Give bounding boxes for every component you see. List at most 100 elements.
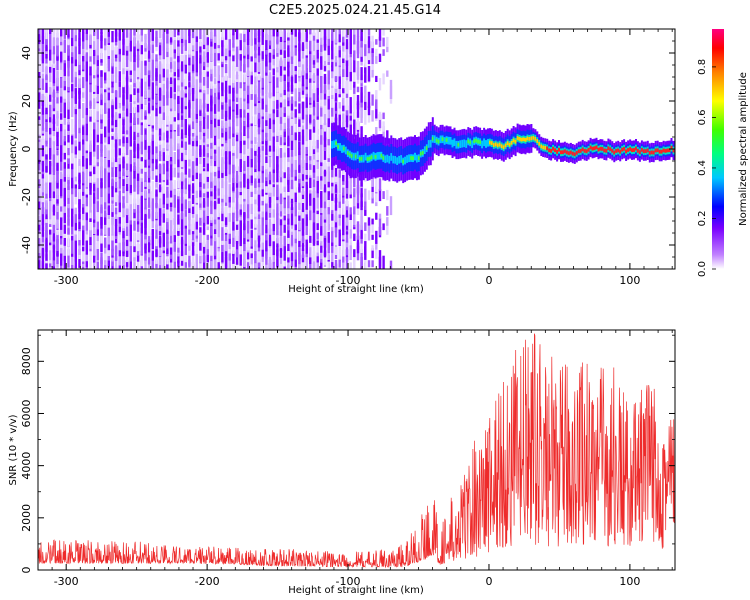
- heatmap-cell: [312, 32, 316, 52]
- heatmap-cell: [147, 192, 151, 198]
- heatmap-cell: [528, 137, 531, 141]
- heatmap-cell: [49, 67, 52, 80]
- heatmap-cell: [78, 146, 81, 159]
- heatmap-cell: [52, 196, 56, 205]
- heatmap-cell: [331, 34, 334, 50]
- heatmap-cell: [166, 145, 169, 161]
- heatmap-cell: [560, 150, 562, 155]
- heatmap-cell: [235, 181, 239, 198]
- heatmap-cell: [114, 138, 118, 157]
- heatmap-cell: [367, 65, 371, 82]
- heatmap-cell: [235, 138, 239, 157]
- heatmap-cell: [107, 213, 110, 219]
- heatmap-cell: [342, 196, 345, 204]
- heatmap-cell: [52, 149, 56, 167]
- heatmap-cell: [224, 234, 228, 252]
- heatmap-cell: [140, 198, 143, 213]
- heatmap-cell: [265, 234, 268, 241]
- heatmap-cell: [129, 43, 132, 62]
- heatmap-cell: [287, 213, 290, 219]
- x-tick-label: -200: [195, 274, 220, 287]
- heatmap-cell: [316, 98, 319, 113]
- heatmap-cell: [279, 49, 283, 67]
- heatmap-cell: [188, 30, 191, 44]
- heatmap-cell: [63, 142, 66, 153]
- heatmap-cell: [173, 184, 176, 195]
- heatmap-cell: [144, 191, 147, 210]
- heatmap-cell: [162, 34, 165, 50]
- heatmap-cell: [60, 42, 63, 52]
- heatmap-cell: [206, 85, 209, 104]
- heatmap-cell: [250, 108, 253, 124]
- heatmap-cell: [129, 37, 132, 47]
- heatmap-cell: [356, 101, 360, 110]
- heatmap-cell: [107, 129, 110, 145]
- heatmap-cell: [261, 165, 264, 183]
- heatmap-cell: [378, 111, 382, 120]
- heatmap-cell: [298, 76, 301, 82]
- heatmap-cell: [298, 32, 301, 52]
- heatmap-cell: [585, 149, 588, 154]
- heatmap-cell: [162, 258, 165, 269]
- heatmap-cell: [78, 105, 81, 116]
- heatmap-cell: [184, 176, 187, 182]
- heatmap-cell: [287, 127, 290, 147]
- heatmap-cell: [331, 260, 334, 268]
- heatmap-cell: [162, 203, 165, 209]
- heatmap-cell: [221, 29, 224, 37]
- heatmap-cell: [74, 84, 77, 95]
- heatmap-cell: [371, 110, 374, 122]
- heatmap-cell: [378, 178, 382, 191]
- heatmap-cell: [354, 154, 357, 159]
- heatmap-cell: [250, 38, 253, 57]
- heatmap-cell: [169, 80, 173, 99]
- heatmap-cell: [41, 207, 45, 226]
- heatmap-cell: [320, 128, 323, 136]
- heatmap-cell: [78, 69, 81, 88]
- heatmap-cell: [261, 199, 264, 212]
- heatmap-cell: [265, 70, 268, 88]
- heatmap-cell: [140, 31, 143, 42]
- heatmap-cell: [118, 65, 121, 82]
- heatmap-cell: [232, 49, 235, 56]
- heatmap-cell: [429, 139, 432, 148]
- heatmap-cell: [272, 183, 275, 197]
- heatmap-cell: [74, 37, 77, 47]
- heatmap-cell: [217, 183, 220, 196]
- heatmap-cell: [250, 226, 253, 238]
- heatmap-cell: [191, 29, 195, 39]
- heatmap-cell: [93, 150, 96, 166]
- heatmap-cell: [155, 104, 158, 117]
- heatmap-cell: [224, 233, 228, 241]
- heatmap-cell: [301, 101, 305, 120]
- heatmap-cell: [213, 73, 217, 85]
- heatmap-cell: [309, 75, 312, 83]
- heatmap-cell: [334, 60, 338, 77]
- heatmap-cell: [298, 60, 301, 77]
- heatmap-cell: [235, 74, 239, 94]
- heatmap-cell: [232, 29, 235, 36]
- heatmap-cell: [96, 131, 99, 143]
- heatmap-cell: [349, 117, 352, 125]
- heatmap-cell: [210, 37, 213, 47]
- heatmap-cell: [129, 97, 132, 113]
- heatmap-cell: [114, 256, 118, 269]
- heatmap-cell: [199, 258, 202, 269]
- heatmap-cell: [177, 249, 180, 257]
- heatmap-cell: [155, 215, 158, 228]
- heatmap-cell: [283, 126, 286, 138]
- heatmap-cell: [301, 101, 305, 109]
- heatmap-cell: [250, 252, 253, 265]
- heatmap-cell: [136, 218, 140, 225]
- heatmap-cell: [298, 169, 301, 179]
- heatmap-cell: [556, 150, 559, 154]
- heatmap-cell: [232, 151, 235, 165]
- figure-title: C2E5.2025.024.21.45.G14: [269, 3, 441, 18]
- heatmap-cell: [60, 139, 63, 156]
- heatmap-cell: [239, 166, 242, 182]
- heatmap-cell: [38, 29, 41, 35]
- heatmap-cell: [85, 117, 88, 136]
- heatmap-cell: [202, 131, 206, 143]
- heatmap-cell: [151, 229, 154, 245]
- heatmap-cell: [378, 213, 382, 219]
